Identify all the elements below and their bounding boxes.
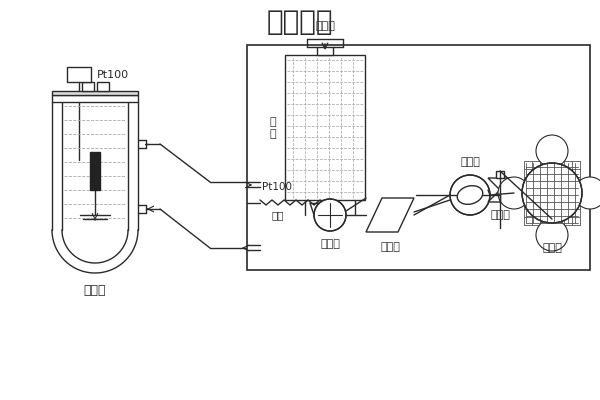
Bar xyxy=(247,45,590,270)
Bar xyxy=(90,152,100,190)
Circle shape xyxy=(574,177,600,209)
Circle shape xyxy=(498,177,530,209)
Text: 液
位: 液 位 xyxy=(269,117,277,139)
Text: 加液口: 加液口 xyxy=(315,21,335,31)
Bar xyxy=(97,82,109,91)
Polygon shape xyxy=(488,190,512,202)
Text: Pt100: Pt100 xyxy=(97,70,129,80)
Circle shape xyxy=(522,163,582,223)
Bar xyxy=(67,67,91,82)
Bar xyxy=(52,95,138,102)
Ellipse shape xyxy=(457,186,483,204)
Text: 换热器: 换热器 xyxy=(380,242,400,252)
Circle shape xyxy=(536,135,568,167)
Circle shape xyxy=(314,199,346,231)
Text: 循环泵: 循环泵 xyxy=(320,239,340,249)
Polygon shape xyxy=(366,198,414,232)
Text: 加热: 加热 xyxy=(272,210,284,220)
Polygon shape xyxy=(488,178,512,190)
Bar xyxy=(285,55,365,200)
Circle shape xyxy=(536,219,568,251)
Text: 节流阀: 节流阀 xyxy=(490,210,510,220)
Bar xyxy=(317,47,333,55)
Text: 压缩机: 压缩机 xyxy=(460,157,480,167)
Text: 反应器: 反应器 xyxy=(84,284,106,296)
Text: 冷凝器: 冷凝器 xyxy=(542,243,562,253)
Bar xyxy=(52,91,138,95)
Bar xyxy=(82,82,94,91)
Bar xyxy=(496,171,504,178)
Text: Pt100: Pt100 xyxy=(262,182,292,192)
Text: 工作原理: 工作原理 xyxy=(267,8,333,36)
Circle shape xyxy=(450,175,490,215)
